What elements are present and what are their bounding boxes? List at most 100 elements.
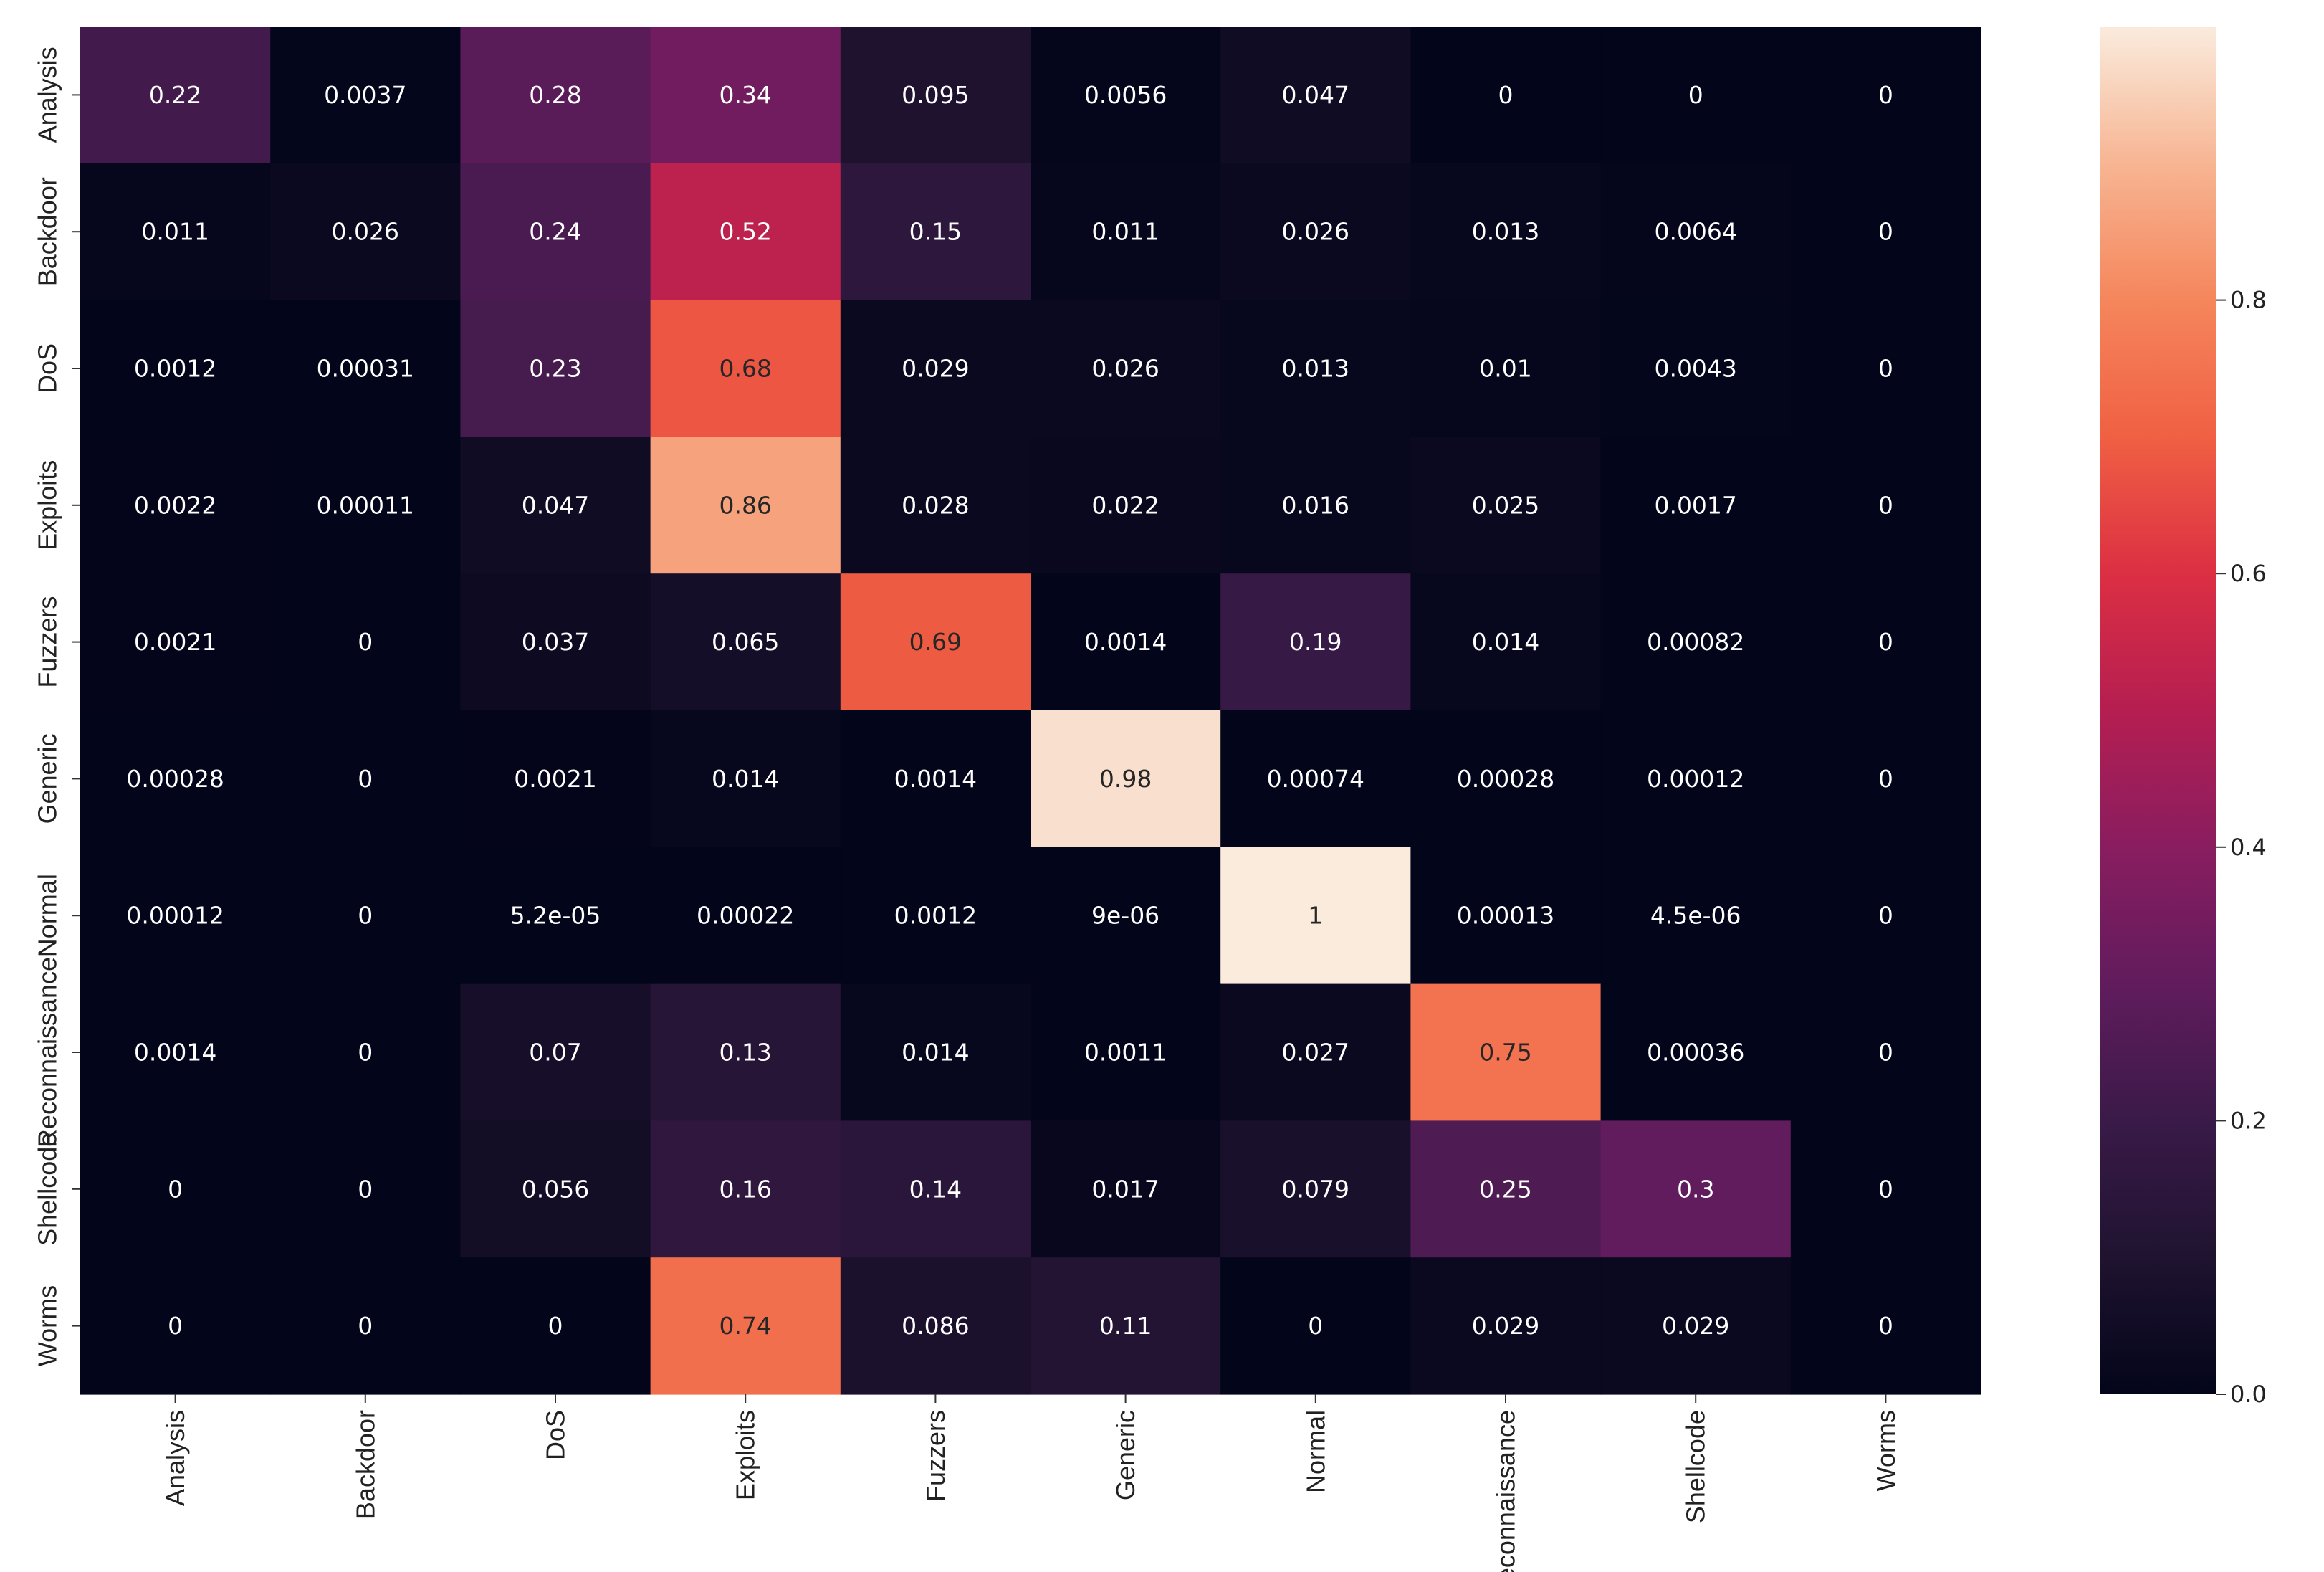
cell-value-label: 0.00074 <box>1267 765 1364 793</box>
cell-analysis-analysis <box>80 27 271 164</box>
colorbar-tick-label: 0.4 <box>2230 834 2267 861</box>
cell-value-label: 0.079 <box>1282 1175 1349 1203</box>
x-tick-label-fuzzers: Fuzzers <box>921 1410 950 1502</box>
y-tick-label-normal: Normal <box>33 874 62 957</box>
cell-value-label: 0 <box>1878 902 1893 930</box>
cell-shellcode-reconnaissance <box>1410 1120 1602 1258</box>
cell-value-label: 0.52 <box>719 218 771 246</box>
cell-value-label: 0 <box>358 1175 373 1203</box>
cell-normal-shellcode <box>1600 847 1792 985</box>
cell-exploits-worms <box>1790 437 1981 574</box>
cell-value-label: 0.011 <box>141 218 209 246</box>
cell-value-label: 0 <box>1498 81 1514 109</box>
cell-worms-reconnaissance <box>1410 1257 1602 1395</box>
cell-value-label: 0.34 <box>719 81 771 109</box>
cell-worms-backdoor <box>270 1257 461 1395</box>
y-tick-label-shellcode: Shellcode <box>33 1133 62 1246</box>
cell-worms-exploits <box>650 1257 841 1395</box>
heatmap-annotations: 0.22 0.0037 0.28 0.34 0.095 0.0056 0.047 0 0 0 0.0… <box>126 81 1893 1340</box>
cell-worms-shellcode <box>1600 1257 1792 1395</box>
cell-backdoor-normal <box>1220 163 1411 301</box>
x-tick-label-generic: Generic <box>1111 1410 1140 1500</box>
cell-fuzzers-analysis <box>80 573 271 711</box>
cell-reconnaissance-shellcode <box>1600 983 1792 1121</box>
cell-value-label: 0.0021 <box>514 765 596 793</box>
cell-normal-reconnaissance <box>1410 847 1602 985</box>
cell-value-label: 0.029 <box>1472 1312 1539 1340</box>
cell-reconnaissance-dos <box>460 983 651 1121</box>
cell-reconnaissance-fuzzers <box>840 983 1031 1121</box>
cell-value-label: 0.19 <box>1289 628 1342 656</box>
cell-value-label: 0 <box>168 1312 183 1340</box>
cell-normal-normal <box>1220 847 1411 985</box>
colorbar-tick-label: 0.6 <box>2230 560 2267 587</box>
cell-value-label: 0.037 <box>522 628 589 656</box>
cell-value-label: 0.74 <box>719 1312 771 1340</box>
cell-value-label: 0.0056 <box>1084 81 1167 109</box>
cell-backdoor-exploits <box>650 163 841 301</box>
cell-value-label: 0.00012 <box>126 902 224 930</box>
cell-value-label: 0.0014 <box>894 765 977 793</box>
cell-value-label: 0.69 <box>909 628 962 656</box>
cell-value-label: 0.0011 <box>1084 1039 1167 1067</box>
cell-backdoor-generic <box>1031 163 1221 301</box>
cell-value-label: 0.047 <box>522 491 589 519</box>
cell-value-label: 0.0021 <box>134 628 216 656</box>
cell-value-label: 0.00022 <box>697 902 794 930</box>
cell-value-label: 0.00036 <box>1647 1039 1744 1067</box>
cell-exploits-backdoor <box>270 437 461 574</box>
cell-reconnaissance-exploits <box>650 983 841 1121</box>
cell-exploits-analysis <box>80 437 271 574</box>
cell-value-label: 0.047 <box>1282 81 1349 109</box>
cell-value-label: 0.00082 <box>1647 628 1744 656</box>
cell-value-label: 0 <box>358 1039 373 1067</box>
cell-shellcode-worms <box>1790 1120 1981 1258</box>
cell-exploits-fuzzers <box>840 437 1031 574</box>
cell-generic-analysis <box>80 710 271 848</box>
cell-analysis-fuzzers <box>840 27 1031 164</box>
cell-value-label: 0.00028 <box>1457 765 1554 793</box>
cell-generic-shellcode <box>1600 710 1792 848</box>
cell-value-label: 0.013 <box>1282 355 1349 383</box>
cell-value-label: 4.5e-06 <box>1650 902 1741 930</box>
cell-fuzzers-fuzzers <box>840 573 1031 711</box>
cell-value-label: 0 <box>358 1312 373 1340</box>
cell-generic-generic <box>1031 710 1221 848</box>
cell-reconnaissance-backdoor <box>270 983 461 1121</box>
cell-exploits-normal <box>1220 437 1411 574</box>
cell-dos-worms <box>1790 300 1981 437</box>
y-tick-label-backdoor: Backdoor <box>33 177 62 286</box>
cell-value-label: 0.13 <box>719 1039 771 1067</box>
cell-value-label: 0.026 <box>1282 218 1349 246</box>
cell-value-label: 0 <box>1688 81 1703 109</box>
x-tick-label-backdoor: Backdoor <box>350 1410 380 1519</box>
cell-value-label: 0.014 <box>1472 628 1539 656</box>
cell-analysis-dos <box>460 27 651 164</box>
cell-generic-backdoor <box>270 710 461 848</box>
cell-value-label: 0.24 <box>529 218 581 246</box>
cell-value-label: 0.065 <box>712 628 779 656</box>
cell-shellcode-shellcode <box>1600 1120 1792 1258</box>
cell-value-label: 9e-06 <box>1091 902 1159 930</box>
cell-value-label: 0.029 <box>902 355 969 383</box>
cell-normal-fuzzers <box>840 847 1031 985</box>
cell-value-label: 0.0014 <box>1084 628 1167 656</box>
cell-dos-analysis <box>80 300 271 437</box>
cell-value-label: 0.25 <box>1479 1175 1531 1203</box>
cell-value-label: 0.017 <box>1091 1175 1159 1203</box>
cell-value-label: 1 <box>1308 902 1323 930</box>
colorbar-gradient <box>2100 27 2216 1394</box>
cell-dos-dos <box>460 300 651 437</box>
cell-reconnaissance-analysis <box>80 983 271 1121</box>
cell-normal-exploits <box>650 847 841 985</box>
colorbar-tick-label: 0.0 <box>2230 1381 2267 1408</box>
colorbar-tick-label: 0.2 <box>2230 1107 2267 1134</box>
cell-value-label: 0 <box>1878 1312 1893 1340</box>
cell-value-label: 0.027 <box>1282 1039 1349 1067</box>
cell-analysis-backdoor <box>270 27 461 164</box>
cell-generic-reconnaissance <box>1410 710 1602 848</box>
cell-value-label: 0.00031 <box>317 355 414 383</box>
cell-value-label: 0 <box>1878 1039 1893 1067</box>
cell-value-label: 0 <box>1878 765 1893 793</box>
